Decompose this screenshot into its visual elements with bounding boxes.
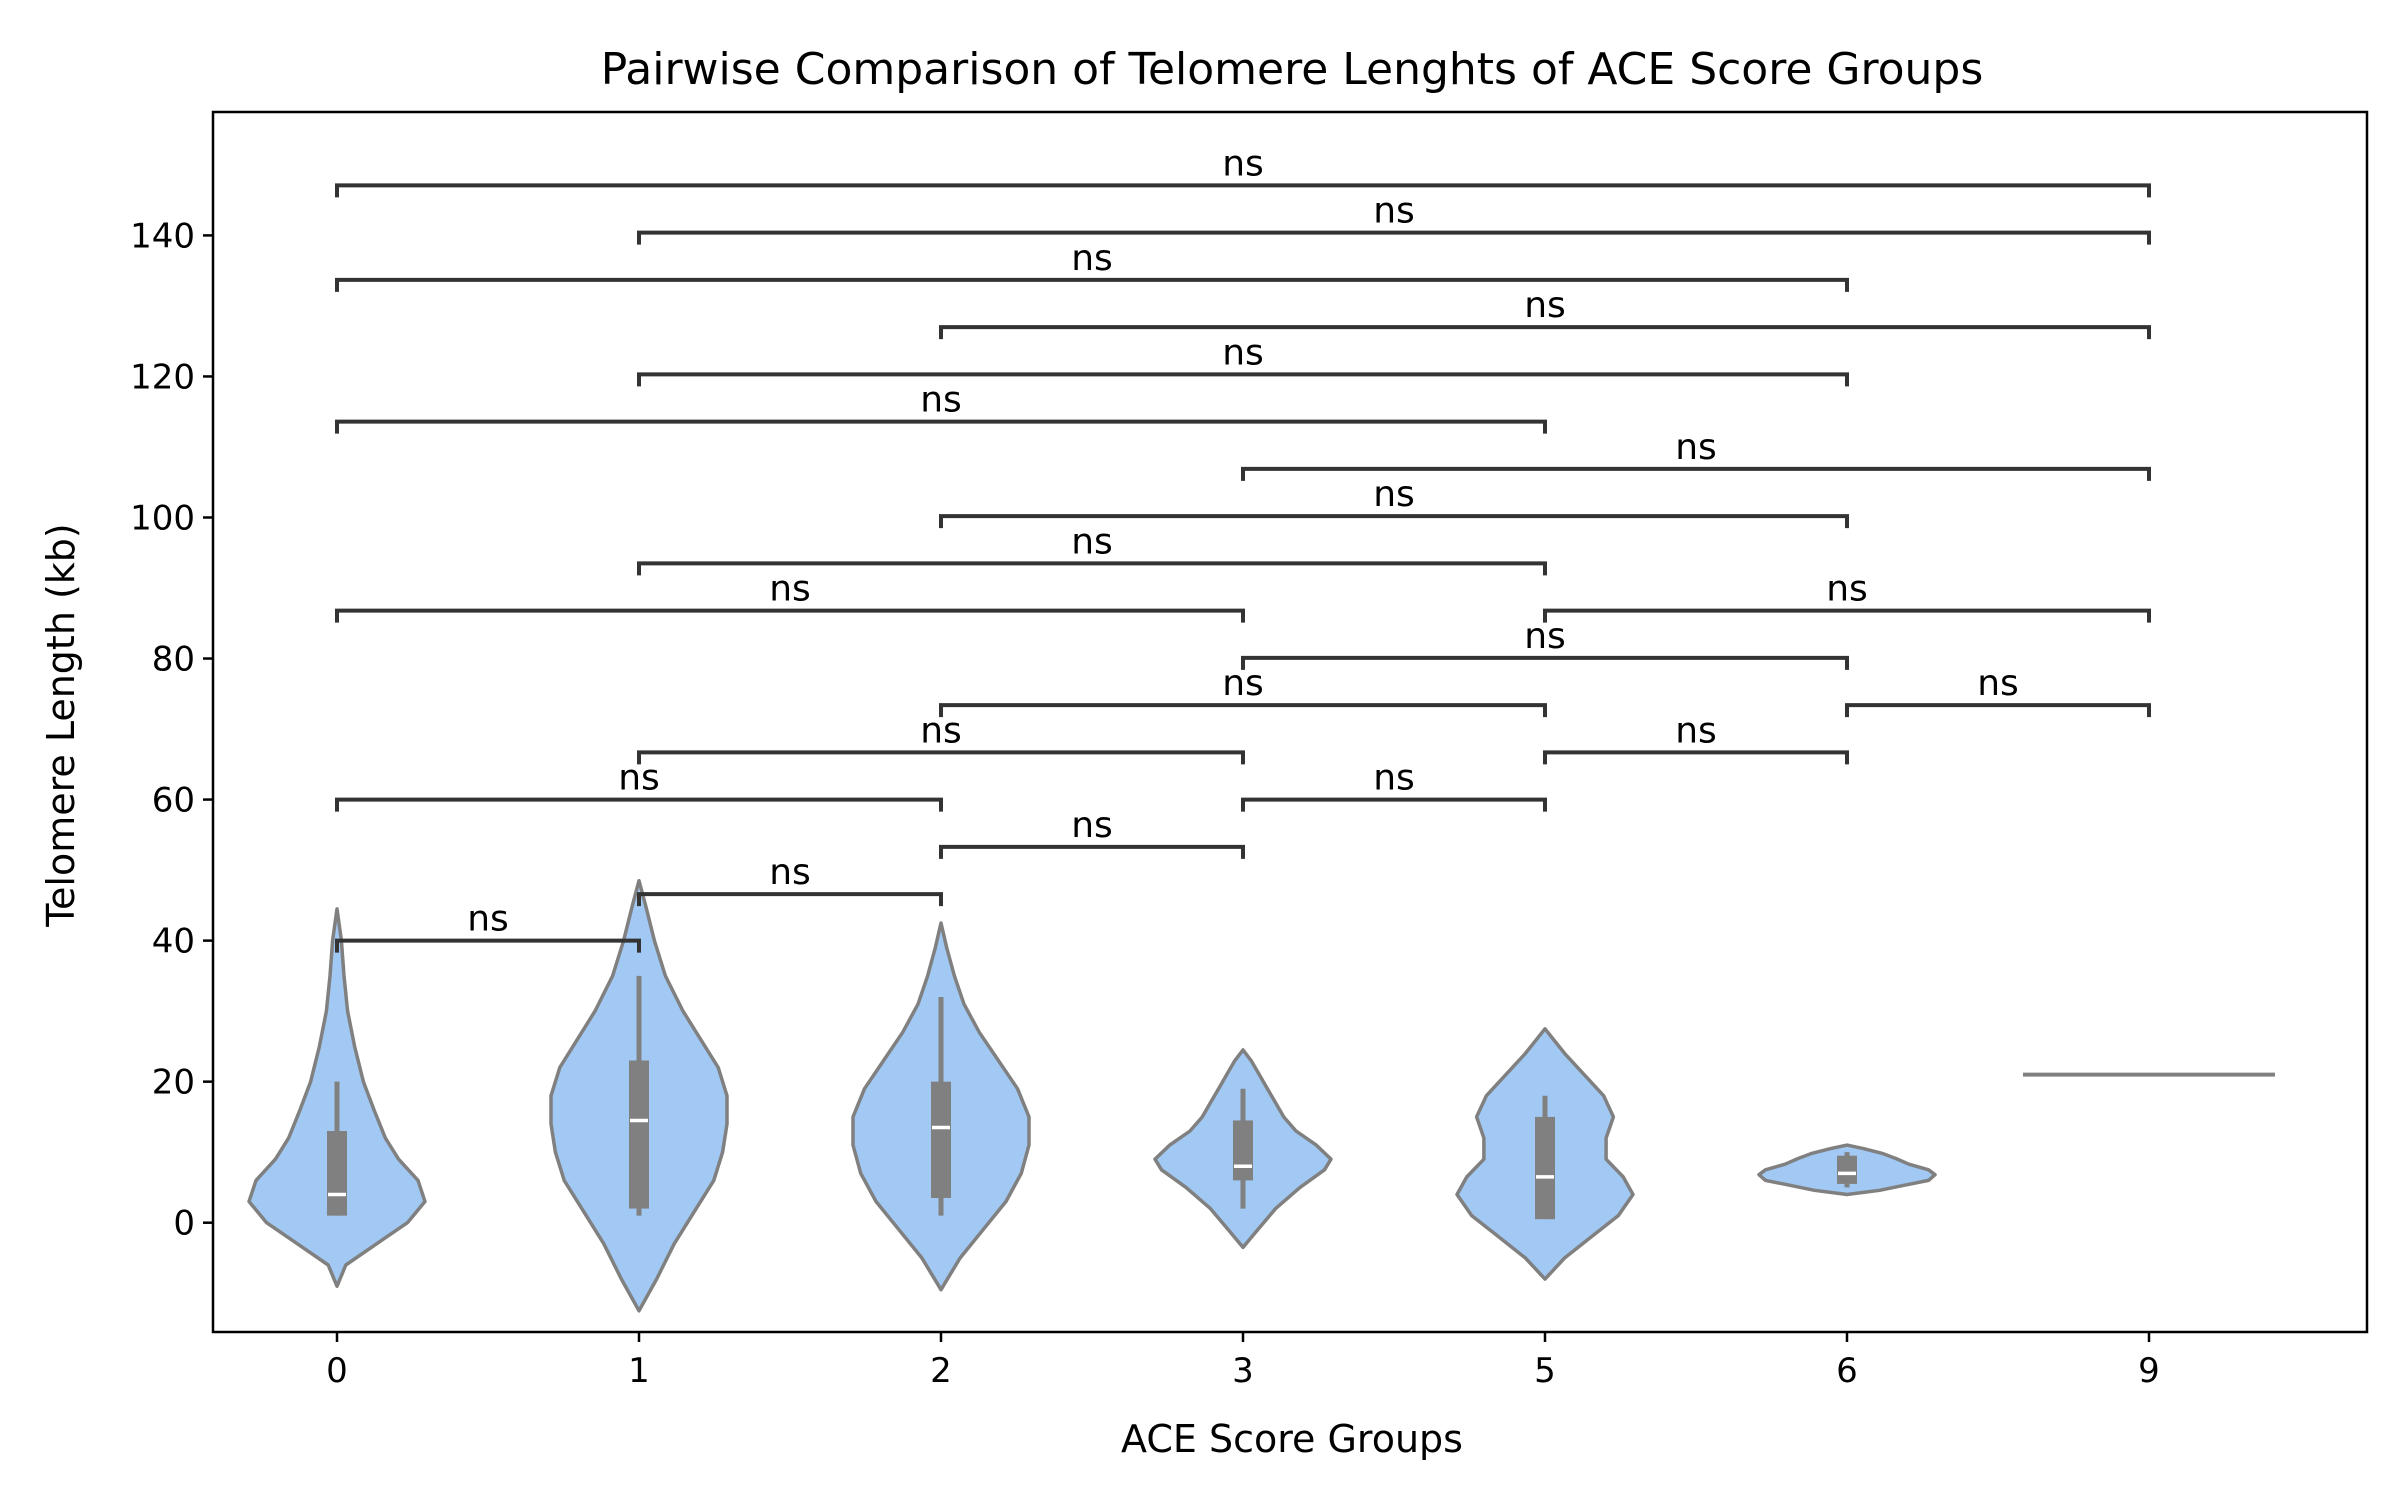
- x-axis-label: ACE Score Groups: [1121, 1417, 1463, 1461]
- violin-iqr-box: [1535, 1116, 1555, 1220]
- axes-layer: 0 20 40 60 80 100 120 140 0 1 2 3 5 6 9: [130, 216, 2160, 1391]
- significance-bracket: [939, 844, 1245, 859]
- significance-label: ns: [1373, 758, 1415, 799]
- significance-bracket: [335, 419, 1547, 434]
- significance-label: ns: [1977, 663, 2019, 704]
- significance-brackets: ns ns ns ns ns ns ns ns ns ns ns ns ns ns ns ns ns ns ns ns…: [335, 143, 2151, 953]
- y-tick-label: 20: [152, 1063, 195, 1103]
- significance-label: ns: [1071, 521, 1113, 562]
- significance-bracket: [637, 750, 1245, 765]
- x-tick-label: 9: [2138, 1351, 2160, 1391]
- significance-label: ns: [1071, 805, 1113, 846]
- violin-iqr-box: [931, 1081, 951, 1199]
- significance-bracket: [1543, 750, 1849, 765]
- significance-label: ns: [1675, 427, 1717, 468]
- significance-label: ns: [769, 852, 811, 893]
- significance-bracket: [939, 325, 2151, 340]
- significance-bracket: [1845, 703, 2151, 718]
- significance-label: ns: [769, 569, 811, 610]
- x-tick-label: 1: [628, 1351, 650, 1391]
- significance-label: ns: [920, 380, 962, 421]
- x-tick-label: 0: [326, 1351, 348, 1391]
- y-tick-label: 60: [152, 781, 195, 821]
- significance-label: ns: [920, 710, 962, 751]
- violin-iqr-box: [327, 1131, 347, 1216]
- significance-label: ns: [1675, 710, 1717, 751]
- violin-iqr-box: [1837, 1155, 1857, 1184]
- x-tick-label: 6: [1836, 1351, 1858, 1391]
- significance-label: ns: [1222, 332, 1264, 373]
- significance-bracket: [637, 561, 1547, 576]
- significance-bracket: [939, 703, 1547, 718]
- significance-label: ns: [1071, 238, 1113, 279]
- significance-bracket: [939, 514, 1849, 529]
- significance-label: ns: [1222, 143, 1264, 184]
- violin-iqr-box: [629, 1060, 649, 1209]
- significance-bracket: [335, 277, 1849, 292]
- y-tick-label: 0: [173, 1204, 195, 1244]
- y-tick-label: 120: [130, 357, 195, 397]
- significance-bracket: [1241, 797, 1547, 812]
- significance-label: ns: [1524, 285, 1566, 326]
- violins-layer: [247, 878, 2275, 1313]
- y-axis-label: Telomere Length (kb): [39, 523, 83, 928]
- significance-bracket: [1241, 466, 2151, 481]
- x-tick-label: 3: [1232, 1351, 1254, 1391]
- x-tick-label: 2: [930, 1351, 952, 1391]
- significance-bracket: [335, 938, 641, 953]
- x-tick-label: 5: [1534, 1351, 1556, 1391]
- significance-bracket: [637, 892, 943, 907]
- significance-label: ns: [618, 758, 660, 799]
- significance-label: ns: [1826, 569, 1868, 610]
- significance-label: ns: [1222, 663, 1264, 704]
- significance-label: ns: [1373, 474, 1415, 515]
- significance-bracket: [637, 372, 1849, 387]
- y-tick-label: 80: [152, 640, 195, 680]
- significance-bracket: [1241, 655, 1849, 670]
- significance-bracket: [335, 608, 1245, 623]
- plot-frame: [211, 110, 2369, 1334]
- significance-bracket: [335, 797, 943, 812]
- y-tick-label: 140: [130, 216, 195, 256]
- significance-label: ns: [467, 899, 509, 940]
- violin-iqr-box: [1233, 1120, 1253, 1181]
- significance-bracket: [637, 230, 2151, 245]
- significance-bracket: [1543, 608, 2151, 623]
- significance-label: ns: [1373, 191, 1415, 232]
- y-tick-label: 40: [152, 922, 195, 962]
- significance-bracket: [335, 183, 2151, 198]
- y-tick-label: 100: [130, 498, 195, 538]
- significance-label: ns: [1524, 616, 1566, 657]
- chart-title: Pairwise Comparison of Telomere Lenghts …: [601, 44, 1984, 95]
